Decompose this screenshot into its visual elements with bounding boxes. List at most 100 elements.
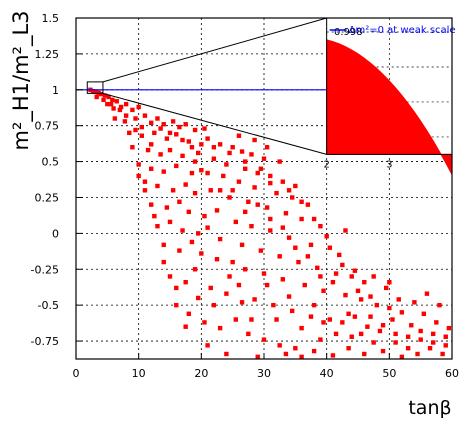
- data-point: [255, 170, 260, 176]
- data-point: [283, 351, 289, 357]
- y-tick-label: -0.25: [31, 263, 59, 276]
- data-point: [305, 254, 311, 259]
- data-point: [192, 190, 198, 196]
- data-point: [274, 317, 279, 322]
- data-point: [221, 173, 226, 179]
- data-point: [299, 354, 304, 360]
- data-point: [96, 90, 101, 95]
- data-point: [189, 170, 195, 176]
- data-point: [283, 211, 289, 216]
- data-point: [180, 137, 185, 143]
- data-point: [243, 209, 248, 215]
- data-point: [192, 127, 198, 133]
- inset-x-tick-label: 2: [323, 159, 329, 170]
- data-point: [268, 173, 273, 179]
- data-point: [321, 288, 326, 293]
- data-point: [261, 337, 267, 342]
- data-point: [217, 325, 223, 331]
- data-point: [296, 259, 301, 265]
- data-point: [340, 262, 345, 268]
- data-point: [321, 320, 326, 325]
- data-point: [264, 205, 270, 210]
- data-point: [418, 328, 423, 334]
- data-point: [174, 163, 179, 169]
- data-point: [239, 149, 245, 154]
- data-point: [311, 302, 317, 308]
- data-point: [155, 183, 160, 189]
- data-point: [110, 97, 115, 103]
- legend-label: Δm²=0 at weak scale: [349, 25, 456, 36]
- data-point: [393, 331, 398, 337]
- data-point: [236, 133, 242, 138]
- data-point: [161, 169, 166, 174]
- data-point: [355, 288, 361, 293]
- data-point: [192, 159, 198, 164]
- data-point: [368, 294, 373, 299]
- data-point: [384, 285, 389, 291]
- data-point: [180, 153, 185, 159]
- data-point: [205, 225, 210, 230]
- data-point: [255, 354, 260, 360]
- data-point: [443, 334, 448, 339]
- data-point: [412, 300, 417, 305]
- data-point: [164, 205, 170, 210]
- data-point: [199, 142, 204, 147]
- data-point: [346, 346, 351, 351]
- data-point: [290, 308, 295, 314]
- data-point: [380, 348, 386, 354]
- data-point: [108, 101, 114, 107]
- x-tick-label: 30: [257, 367, 271, 380]
- data-point: [161, 259, 166, 265]
- data-point: [94, 94, 99, 100]
- inset-x-tick-label: 3: [386, 159, 392, 170]
- data-point: [186, 209, 191, 215]
- x-tick-label: 50: [382, 367, 396, 380]
- data-point: [258, 166, 264, 171]
- data-point: [205, 170, 210, 176]
- data-point: [440, 351, 445, 357]
- data-point: [305, 202, 311, 207]
- data-point: [431, 331, 436, 337]
- data-point: [290, 195, 295, 200]
- data-point: [418, 337, 423, 342]
- data-point: [358, 297, 364, 302]
- data-point: [243, 166, 248, 171]
- data-point: [142, 188, 148, 193]
- data-point: [374, 302, 379, 308]
- data-point: [243, 267, 248, 272]
- data-point: [330, 353, 336, 358]
- data-point: [249, 152, 254, 157]
- data-point: [164, 136, 170, 141]
- data-point: [202, 320, 207, 325]
- data-point: [149, 166, 154, 171]
- data-point: [170, 188, 176, 193]
- data-point: [133, 116, 138, 121]
- data-point: [202, 213, 207, 219]
- data-point: [277, 343, 282, 348]
- data-point: [183, 324, 188, 329]
- data-point: [123, 113, 129, 118]
- data-point: [393, 340, 398, 345]
- y-axis-label: m²_H1/m²_L3: [9, 10, 34, 150]
- data-point: [358, 331, 364, 337]
- data-point: [174, 302, 179, 308]
- data-point: [149, 120, 154, 126]
- data-point: [101, 97, 106, 103]
- data-point: [196, 150, 201, 156]
- zoom-box: [86, 81, 104, 94]
- data-point: [286, 235, 292, 240]
- data-point: [427, 346, 433, 351]
- data-point: [122, 119, 128, 124]
- data-point: [311, 216, 317, 222]
- data-point: [268, 228, 273, 233]
- main-axis-ticks: 0 10 20 30 40 50 60 1.5 1.25 1 0.75 0.5 0.25 0 -0.25 -0…: [31, 12, 459, 380]
- data-point: [431, 340, 436, 345]
- data-point: [286, 188, 292, 193]
- data-point: [239, 242, 245, 248]
- y-tick-label: 0.5: [42, 156, 60, 169]
- data-point: [196, 231, 201, 236]
- data-point: [268, 180, 273, 186]
- data-point: [349, 274, 354, 279]
- data-point: [246, 331, 251, 337]
